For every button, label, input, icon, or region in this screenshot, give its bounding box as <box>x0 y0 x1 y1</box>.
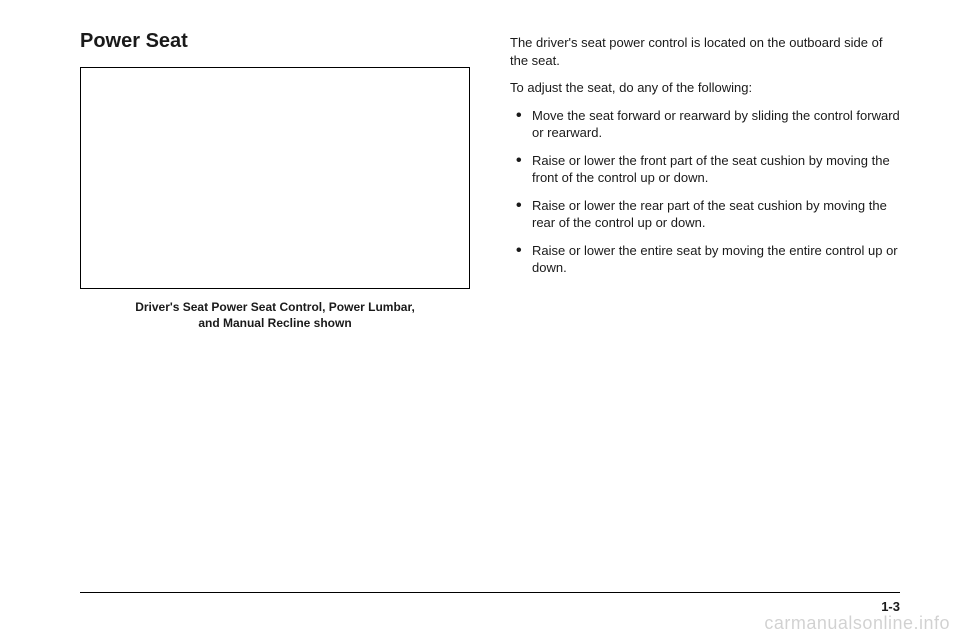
section-title: Power Seat <box>80 30 470 53</box>
figure-placeholder <box>80 67 470 289</box>
figure-caption-line1: Driver's Seat Power Seat Control, Power … <box>135 300 415 314</box>
bullet-item: Raise or lower the rear part of the seat… <box>510 197 900 232</box>
footer-rule <box>80 592 900 593</box>
right-column: The driver's seat power control is locat… <box>510 30 900 331</box>
intro-paragraph-2: To adjust the seat, do any of the follow… <box>510 79 900 97</box>
content-columns: Power Seat Driver's Seat Power Seat Cont… <box>80 30 900 331</box>
left-column: Power Seat Driver's Seat Power Seat Cont… <box>80 30 470 331</box>
watermark-text: carmanualsonline.info <box>764 613 950 634</box>
bullet-list: Move the seat forward or rearward by sli… <box>510 107 900 277</box>
bullet-item: Move the seat forward or rearward by sli… <box>510 107 900 142</box>
bullet-item: Raise or lower the front part of the sea… <box>510 152 900 187</box>
figure-caption: Driver's Seat Power Seat Control, Power … <box>80 299 470 331</box>
page-footer: 1-3 <box>80 592 900 614</box>
bullet-item: Raise or lower the entire seat by moving… <box>510 242 900 277</box>
manual-page: Power Seat Driver's Seat Power Seat Cont… <box>0 0 960 640</box>
intro-paragraph-1: The driver's seat power control is locat… <box>510 34 900 69</box>
page-number: 1-3 <box>80 599 900 614</box>
figure-caption-line2: and Manual Recline shown <box>198 316 351 330</box>
